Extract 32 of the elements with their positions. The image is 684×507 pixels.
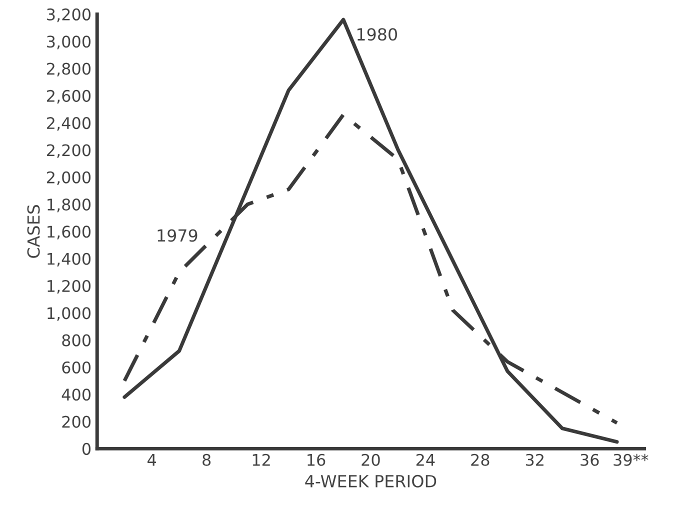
y-tick-label: 1,200 (48, 280, 91, 294)
x-tick-label: 28 (471, 454, 490, 466)
y-tick-label: 1,600 (48, 226, 91, 240)
y-tick-label: 0 (82, 442, 91, 455)
y-tick-label: 200 (62, 416, 91, 428)
y-tick-label: 1,000 (48, 307, 91, 321)
x-tick-label: 24 (416, 454, 435, 466)
y-tick-label: 3,000 (47, 36, 91, 50)
y-tick-label: 2,400 (47, 117, 91, 131)
y-tick-label: 2,600 (47, 90, 91, 104)
line-series (122, 18, 619, 444)
y-tick-label: 2,800 (47, 62, 91, 76)
y-tick-label: 3,200 (47, 8, 91, 22)
y-tick-label: 1,400 (48, 252, 91, 267)
y-tick-label: 2,000 (47, 171, 91, 186)
x-tick-label: 8 (202, 454, 211, 466)
x-tick-label: 12 (252, 454, 270, 466)
series-label: 1980 (358, 28, 397, 41)
y-tick-label: 2,200 (47, 144, 91, 158)
y-tick-label: 1,800 (48, 198, 91, 212)
y-tick-label: 400 (62, 388, 91, 401)
x-axis-title: 4-WEEK PERIOD (305, 474, 436, 488)
y-axis-title: CASES (27, 205, 40, 258)
x-tick-label: 39** (614, 454, 648, 466)
x-tick-label: 16 (308, 454, 326, 466)
y-tick-label: 600 (62, 361, 91, 374)
x-tick-label: 4 (148, 454, 156, 466)
x-tick-label: 20 (362, 454, 380, 466)
series-label: 1979 (158, 229, 198, 242)
x-tick-label: 36 (580, 454, 599, 466)
x-tick-label: 32 (526, 454, 544, 466)
y-tick-label: 800 (62, 334, 91, 346)
